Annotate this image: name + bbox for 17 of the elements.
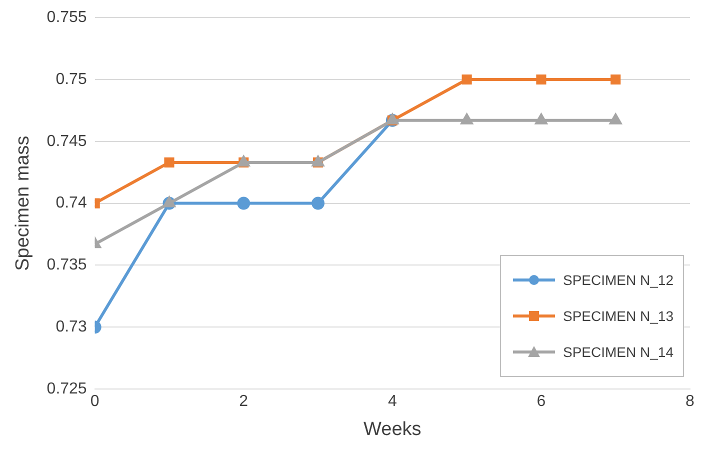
- x-tick-label: 6: [536, 393, 546, 410]
- y-axis-title: Specimen mass: [12, 136, 34, 271]
- legend-label: SPECIMEN N_13: [563, 308, 674, 324]
- y-tick-label: 0.75: [56, 70, 87, 88]
- legend-label: SPECIMEN N_12: [563, 272, 674, 288]
- y-tick-label: 0.745: [46, 132, 87, 150]
- x-tick-label: 0: [90, 393, 100, 410]
- y-tick-label: 0.74: [56, 194, 87, 212]
- x-tick-label: 2: [239, 393, 248, 410]
- y-tick-label: 0.735: [46, 256, 87, 274]
- y-tick-label: 0.725: [46, 380, 87, 398]
- x-tick-label: 4: [388, 393, 397, 410]
- y-tick-label: 0.73: [56, 318, 87, 336]
- x-tick-label: 8: [686, 393, 695, 410]
- y-tick-label: 0.755: [46, 9, 87, 26]
- x-axis-title: Weeks: [364, 418, 422, 440]
- legend-label: SPECIMEN N_14: [563, 344, 674, 360]
